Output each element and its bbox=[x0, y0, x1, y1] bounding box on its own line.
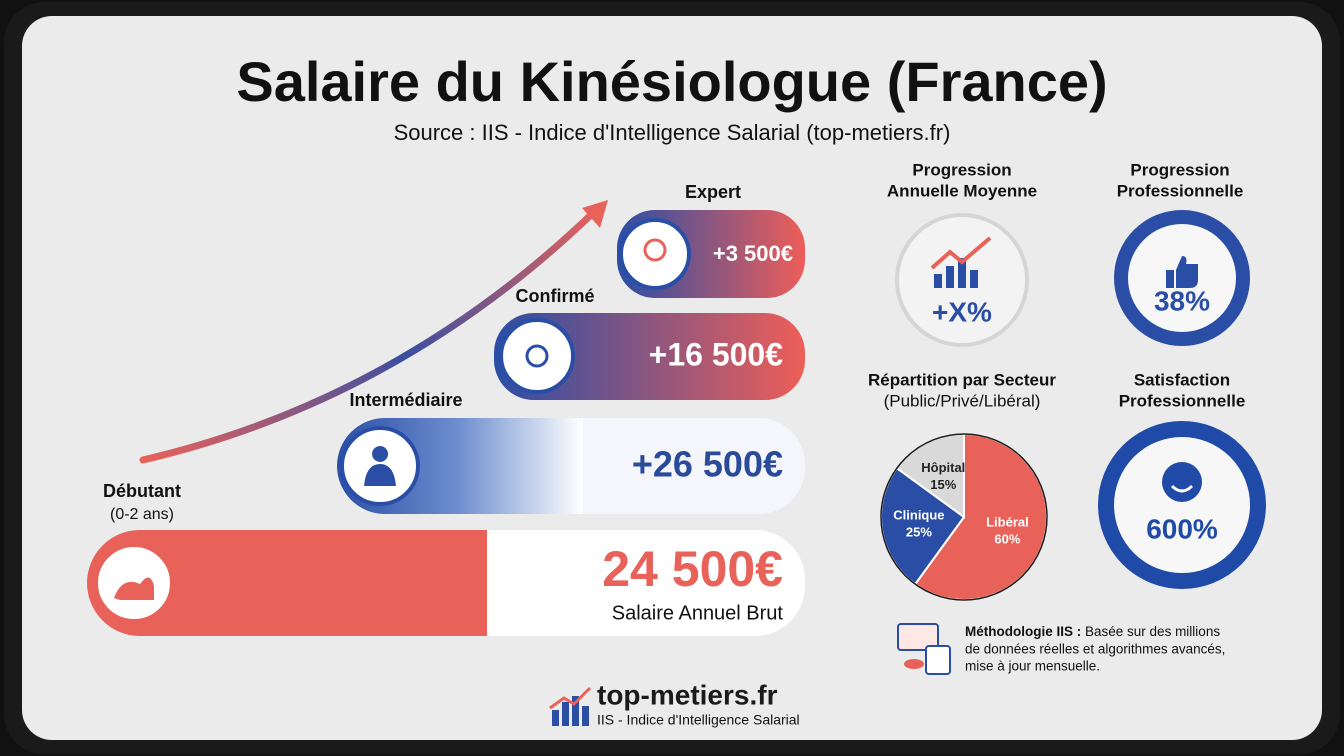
stat-title: Répartition par Secteur bbox=[868, 370, 1056, 389]
method-line: Basée sur des millions bbox=[1085, 624, 1220, 639]
level-icon bbox=[619, 218, 691, 290]
level-amount: +3 500€ bbox=[713, 241, 793, 266]
level-amount: +16 500€ bbox=[649, 336, 784, 372]
logo bbox=[549, 686, 592, 710]
pie-label: Libéral bbox=[986, 515, 1029, 530]
stat-title: Progression bbox=[912, 160, 1011, 179]
title: Salaire du Kinésiologue (France) bbox=[236, 50, 1107, 113]
method-label: Méthodologie IIS : bbox=[965, 624, 1081, 639]
icon-shape bbox=[1170, 484, 1194, 493]
stat-title: Professionnelle bbox=[1117, 181, 1244, 200]
method-icon bbox=[925, 645, 951, 675]
stat-title: Annuelle Moyenne bbox=[887, 181, 1037, 200]
logo bbox=[552, 696, 589, 726]
method-icon bbox=[904, 659, 924, 669]
level-icon bbox=[499, 318, 575, 394]
icon-shape bbox=[1162, 462, 1202, 502]
pie-value-label: 25% bbox=[906, 525, 932, 540]
pie-label: Clinique bbox=[893, 508, 944, 523]
source: Source : IIS - Indice d'Intelligence Sal… bbox=[394, 120, 951, 145]
method-line: de données réelles et algorithmes avancé… bbox=[965, 642, 1225, 657]
pie-value-label: 15% bbox=[930, 477, 956, 492]
level-bar bbox=[494, 313, 805, 400]
stat-value: 38% bbox=[1154, 285, 1210, 316]
footer-brand: top-metiers.fr bbox=[597, 679, 778, 710]
icon-shape bbox=[643, 238, 667, 262]
stat-title: Professionnelle bbox=[1119, 391, 1246, 410]
level-caption: Salaire Annuel Brut bbox=[612, 602, 784, 624]
pie-value-label: 60% bbox=[994, 532, 1020, 547]
footer-tagline: IIS - Indice d'Intelligence Salarial bbox=[597, 712, 800, 728]
growth-arrow bbox=[139, 206, 600, 464]
level-name: Expert bbox=[685, 182, 741, 202]
level-name: Débutant bbox=[103, 481, 181, 501]
level-name: Confirmé bbox=[515, 286, 594, 306]
stat-subtitle: (Public/Privé/Libéral) bbox=[884, 391, 1041, 410]
pie-outline bbox=[880, 433, 1048, 601]
icon-shape bbox=[1166, 256, 1198, 288]
stat-value: +X% bbox=[932, 296, 992, 327]
stat-ring bbox=[1098, 421, 1266, 589]
icon-shape bbox=[525, 344, 549, 368]
stat-title: Progression bbox=[1130, 160, 1229, 179]
sector-pie: Libéral 60% Clinique 25% Hôpital 15% bbox=[880, 432, 1048, 601]
icon-shape bbox=[114, 577, 154, 600]
pie-label: Hôpital bbox=[921, 460, 965, 475]
icon-shape bbox=[364, 446, 396, 486]
level-amount: 24 500€ bbox=[602, 541, 783, 597]
method-line: mise à jour mensuelle. bbox=[965, 659, 1100, 674]
stat-value: 600% bbox=[1146, 513, 1218, 544]
level-name: Intermédiaire bbox=[349, 390, 462, 410]
icon-shape bbox=[934, 258, 978, 288]
icon-shape bbox=[930, 236, 992, 270]
method-icon bbox=[897, 623, 939, 651]
stat-title: Satisfaction bbox=[1134, 370, 1230, 389]
level-amount: +26 500€ bbox=[632, 444, 783, 485]
level-detail: (0-2 ans) bbox=[110, 506, 174, 523]
method-text: Méthodologie IIS : Basée sur des million… bbox=[965, 624, 1220, 639]
level-fill bbox=[87, 530, 487, 636]
arrow-head bbox=[582, 200, 608, 228]
